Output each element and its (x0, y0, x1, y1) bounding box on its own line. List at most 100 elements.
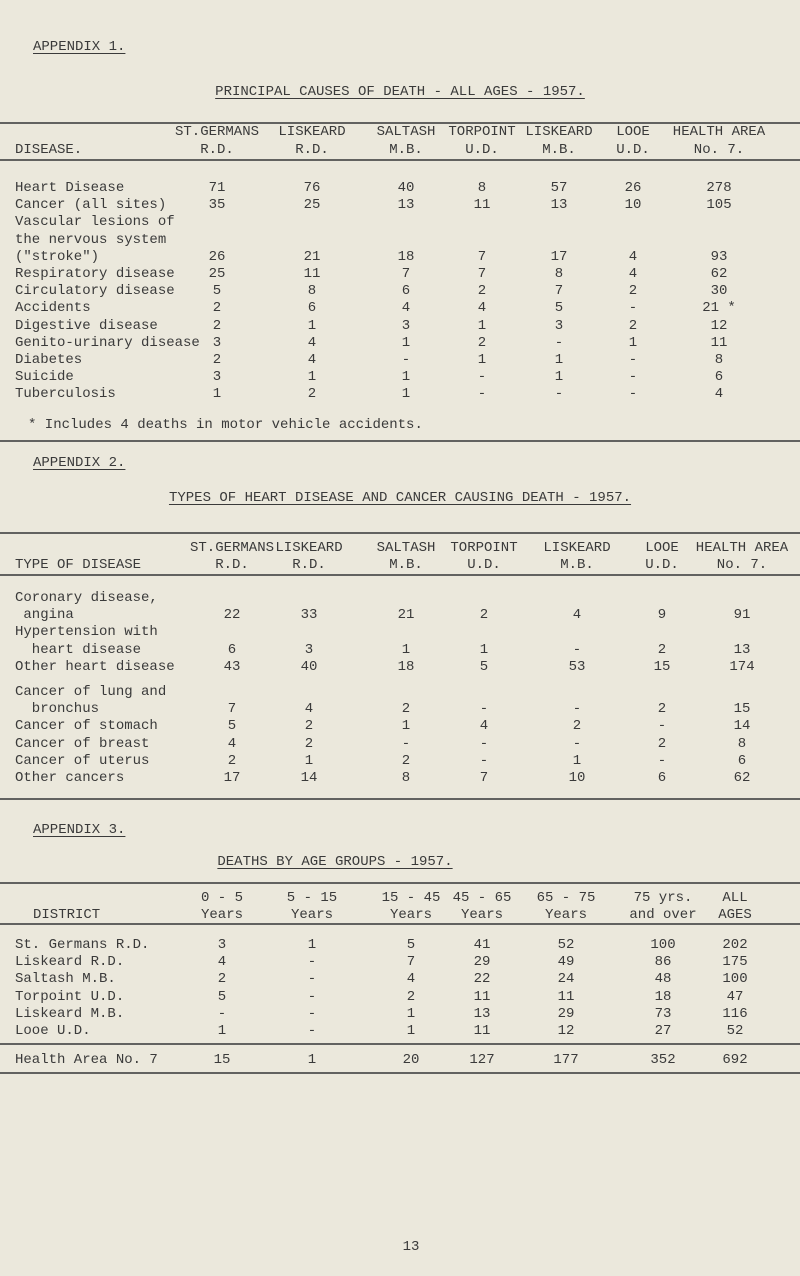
table-cell: 4 (401, 300, 411, 317)
table-cell: 6 (401, 283, 411, 300)
table-cell: 2 (657, 701, 667, 718)
table-cell: 5 (212, 283, 222, 300)
table-cell: - (572, 735, 582, 752)
table-cell: 5 (227, 718, 237, 735)
table-cell: 12 (557, 1023, 575, 1039)
row-label: Liskeard R.D. (15, 954, 125, 971)
appendix-heading: APPENDIX 3. (33, 822, 126, 838)
footnote: * Includes 4 deaths in motor vehicle acc… (28, 417, 423, 433)
table-cell: 5 (406, 937, 416, 953)
column-header: M.B. (389, 557, 423, 573)
row-header-label: DISEASE. (15, 142, 83, 158)
table-cell: 22 (223, 607, 241, 624)
table-cell: 1 (479, 641, 489, 658)
table-cell: 43 (223, 658, 241, 675)
table-cell: 24 (557, 971, 575, 988)
row-label: Torpoint U.D. (15, 988, 125, 1005)
table-cell: 1 (572, 752, 582, 769)
table-cell: 2 (406, 988, 416, 1005)
table-cell: 1 (406, 1005, 416, 1022)
table-cell: - (657, 752, 667, 769)
column-header: No. 7. (693, 142, 745, 158)
table-cell: 202 (722, 937, 748, 953)
column-header: U.D. (465, 142, 499, 158)
table-cell: - (554, 386, 564, 403)
row-label: Cancer (all sites) (15, 197, 167, 214)
table-header-rule (0, 574, 800, 576)
table-cell: 3 (212, 334, 222, 351)
table-cell: - (401, 352, 411, 368)
table-cell: 4 (217, 954, 227, 971)
total-cell: 177 (553, 1052, 579, 1068)
table-cell: - (401, 735, 411, 752)
table-cell: 7 (477, 248, 487, 265)
column-header: AGES (718, 907, 752, 923)
table-cell: 40 (397, 180, 415, 196)
table-header-rule (0, 159, 800, 161)
table-header-rule (0, 923, 800, 925)
table-cell: 116 (722, 1005, 748, 1022)
table-cell: - (628, 369, 638, 386)
row-label: Accidents (15, 300, 91, 317)
row-label: Heart Disease (15, 180, 125, 196)
table-cell: 5 (217, 988, 227, 1005)
total-cell: 127 (469, 1052, 495, 1068)
table-cell: 100 (650, 937, 676, 953)
table-cell: 27 (654, 1023, 672, 1039)
table-cell: 26 (208, 248, 226, 265)
table-cell: 13 (473, 1005, 491, 1022)
table-cell: 2 (401, 752, 411, 769)
column-header: LISKEARD (278, 124, 346, 140)
table-cell: 1 (401, 718, 411, 735)
table-cell: 2 (212, 317, 222, 334)
table-cell: 10 (624, 197, 642, 214)
table-cell: 14 (300, 770, 318, 786)
table-cell: 8 (307, 283, 317, 300)
table-cell: 4 (307, 352, 317, 368)
table-cell: 6 (657, 770, 667, 786)
table-top-rule (0, 532, 800, 534)
table-cell: 3 (304, 641, 314, 658)
column-header: 15 - 45 (381, 890, 441, 906)
column-header: ST.GERMANS (189, 540, 275, 556)
table-cell: 1 (628, 334, 638, 351)
column-header: Years (389, 907, 433, 923)
row-label: Digestive disease (15, 317, 158, 334)
table-cell: - (628, 352, 638, 368)
table-cell: 93 (710, 248, 728, 265)
table-cell: 3 (217, 937, 227, 953)
table-cell: 2 (401, 701, 411, 718)
table-total-rule (0, 1043, 800, 1045)
row-label: angina (15, 607, 74, 624)
row-label: Vascular lesions of (15, 214, 175, 231)
column-header: No. 7. (716, 557, 768, 573)
table-cell: 8 (554, 266, 564, 282)
table-cell: 175 (722, 954, 748, 971)
table-cell: 52 (557, 937, 575, 953)
table-cell: - (307, 954, 317, 971)
table-cell: - (628, 386, 638, 403)
row-header-label: DISTRICT (33, 907, 101, 923)
table-cell: 5 (554, 300, 564, 317)
column-header: HEALTH AREA (695, 540, 789, 556)
column-header: ST.GERMANS (174, 124, 260, 140)
table-cell: 86 (654, 954, 672, 971)
column-header: U.D. (467, 557, 501, 573)
table-cell: 8 (737, 735, 747, 752)
table-cell: 40 (300, 658, 318, 675)
row-label: bronchus (15, 701, 100, 718)
total-cell: 20 (402, 1052, 420, 1068)
table-cell: 7 (479, 770, 489, 786)
table-cell: 2 (212, 352, 222, 368)
row-label: Tuberculosis (15, 386, 116, 403)
table-cell: 4 (714, 386, 724, 403)
table-cell: 2 (628, 283, 638, 300)
table-cell: 22 (473, 971, 491, 988)
table-cell: 3 (212, 369, 222, 386)
table-cell: 1 (401, 369, 411, 386)
table-bottom-rule (0, 798, 800, 800)
table-cell: 17 (223, 770, 241, 786)
table-cell: 1 (212, 386, 222, 403)
table-cell: 41 (473, 937, 491, 953)
table-cell: 14 (733, 718, 751, 735)
